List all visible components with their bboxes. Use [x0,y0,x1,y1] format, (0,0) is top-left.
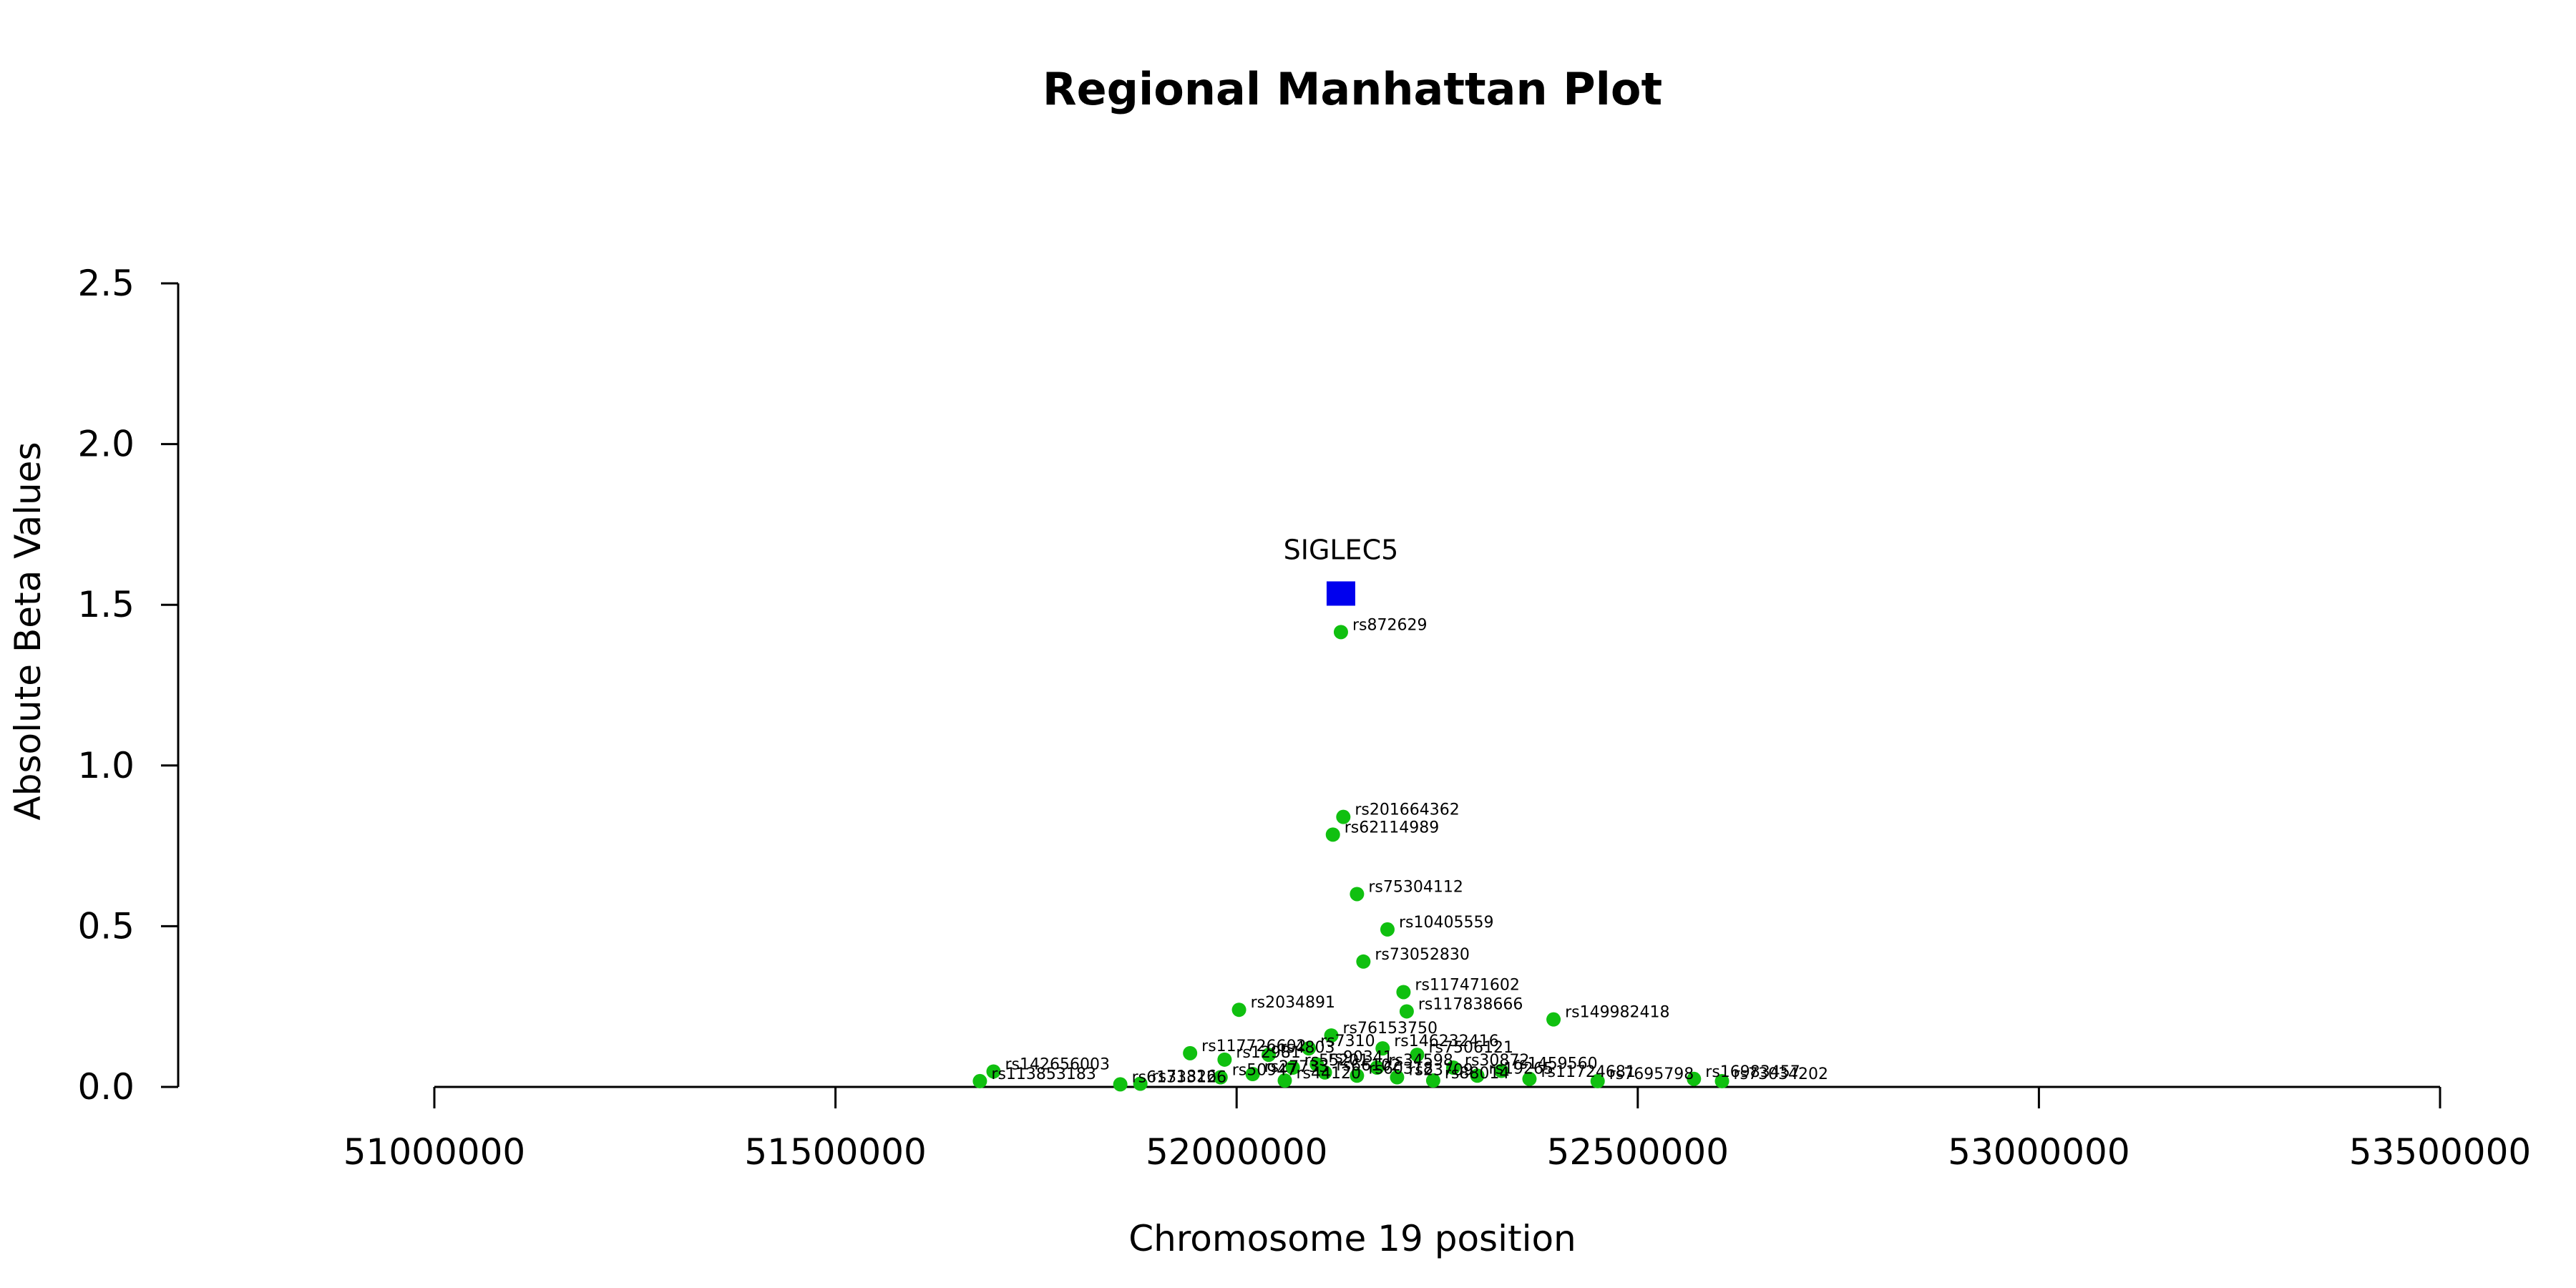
snp-label: rs76153750 [1343,1020,1438,1038]
snp-label: rs7695798 [1609,1065,1694,1083]
snp-label: rs88014 [1445,1065,1510,1083]
snp-label: rs23709 [1408,1062,1473,1080]
gene-marker [1326,581,1355,606]
y-tick-label: 0.5 [77,905,135,947]
snp-point [1590,1073,1605,1088]
snp-point [1350,887,1365,902]
snp-label: rs11724681 [1541,1063,1635,1081]
snp-label: rs7310 [1320,1033,1375,1050]
snp-label: rs10405559 [1399,914,1493,932]
snp-label: rs16983457 [1705,1063,1800,1081]
snp-label: rs60318 [1368,1060,1433,1078]
snp-label: rs61333126 [1132,1068,1226,1086]
snp-label: rs34598 [1388,1052,1453,1070]
snp-point [1522,1071,1537,1086]
x-tick-label: 53500000 [2349,1131,2532,1173]
snp-points [972,625,1729,1092]
y-tick-label: 1.0 [77,745,135,786]
snp-label: rs4803 [1280,1039,1335,1057]
snp-point [1356,954,1371,969]
snp-point [1245,1067,1260,1082]
snp-point [1350,1068,1365,1083]
snp-label: rs2034891 [1251,994,1336,1012]
x-axis-ticks: 51000000 51500000 52000000 52500000 53000000… [343,1087,2532,1173]
snp-label: rs117726602 [1201,1038,1306,1055]
snp-point [1494,1063,1509,1078]
snp-label: rs113853183 [991,1065,1096,1083]
snp-point [1410,1048,1425,1063]
snp-point [1370,1060,1385,1075]
snp-label: rs27733 [1264,1058,1330,1076]
snp-point [1425,1073,1440,1088]
snp-label: rs75304112 [1368,878,1463,896]
snp-point [1714,1073,1729,1088]
y-axis-label: Absolute Beta Values [7,442,49,821]
x-tick-label: 53000000 [1948,1131,2130,1173]
snp-label: rs50947 [1232,1062,1297,1080]
y-tick-label: 1.5 [77,584,135,625]
snp-point [1687,1071,1702,1086]
snp-label: rs201664362 [1355,801,1459,819]
snp-label: rs30872 [1465,1052,1529,1070]
snp-label: rs19265 [1489,1060,1554,1078]
snp-point [1113,1077,1128,1092]
snp-label: rs7506121 [1428,1039,1513,1057]
snp-point [986,1064,1001,1079]
snp-label: rs62114989 [1345,819,1439,836]
snp-point [1317,1065,1332,1080]
snp-point [1324,1028,1339,1043]
snp-label: rs66102 [1337,1057,1402,1075]
gene-label: SIGLEC5 [1284,534,1399,565]
snp-point [1325,827,1340,842]
snp-label: rs142656003 [1005,1055,1109,1073]
snp-point [1470,1068,1485,1083]
snp-label: rs44120 [1296,1065,1361,1083]
gene-markers: SIGLEC5 [1284,534,1399,606]
chart-title: Regional Manhattan Plot [1043,63,1662,115]
y-axis-ticks: 0.0 0.5 1.0 1.5 2.0 2.5 [77,263,178,1108]
snp-point [1213,1070,1228,1085]
snp-label: rs149982418 [1565,1004,1669,1022]
snp-point [1375,1041,1390,1056]
snp-label: rs117471602 [1415,976,1519,994]
x-axis-label: Chromosome 19 position [1128,1218,1576,1259]
y-tick-label: 2.5 [77,263,135,304]
snp-point [1302,1041,1317,1056]
x-tick-label: 51500000 [744,1131,927,1173]
snp-point [1277,1073,1292,1088]
x-tick-label: 52500000 [1547,1131,1729,1173]
x-tick-label: 51000000 [343,1131,526,1173]
snp-point [1380,922,1395,937]
snp-point [1217,1052,1232,1067]
snp-label: rs71826 [1152,1068,1217,1086]
snp-label: rs73052830 [1375,946,1469,964]
snp-label: rs90341 [1328,1049,1393,1067]
snp-point [972,1073,987,1088]
snp-point [1183,1045,1198,1060]
snp-point [1399,1004,1414,1019]
snp-label: rs73034202 [1734,1065,1828,1083]
snp-point [1336,809,1351,824]
snp-point [1333,625,1348,640]
snp-point [1133,1076,1148,1091]
snp-label: rs12981 [1236,1044,1301,1062]
y-tick-label: 0.0 [77,1066,135,1108]
snp-label: rs146232416 [1394,1033,1498,1050]
snp-point [1231,1002,1246,1018]
snp-label: rs1459560 [1513,1055,1598,1073]
snp-point [1445,1060,1460,1075]
snp-label: rs55201 [1304,1052,1370,1070]
snp-label: rs117838666 [1418,995,1523,1013]
snp-point [1262,1048,1277,1063]
snp-label: rs872629 [1352,616,1428,634]
snp-point [1546,1012,1561,1027]
x-tick-label: 52000000 [1146,1131,1328,1173]
snp-point [1390,1070,1405,1085]
snp-point [1396,985,1411,1000]
y-tick-label: 2.0 [77,424,135,465]
snp-point [1285,1060,1300,1075]
